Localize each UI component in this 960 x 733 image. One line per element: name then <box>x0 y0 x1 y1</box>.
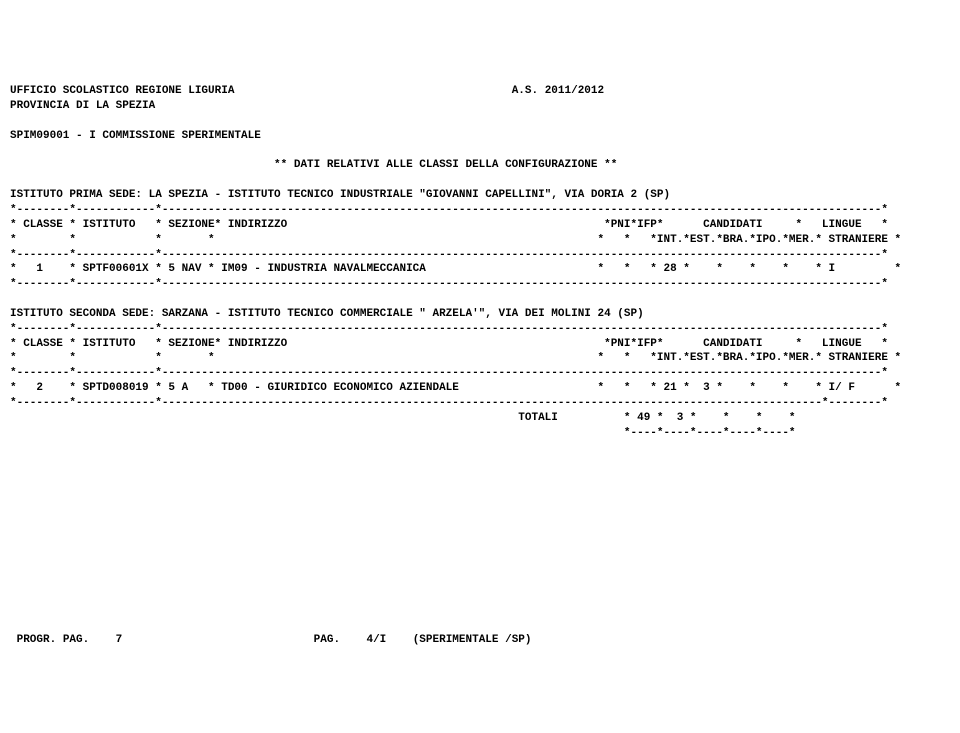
table-header-2: * * * * * * *INT.*EST.*BRA.*IPO.*MER.* S… <box>10 352 901 364</box>
sede1-label: ISTITUTO PRIMA SEDE: LA SPEZIA - ISTITUT… <box>10 189 670 201</box>
separator: *--------*------------*-----------------… <box>10 323 888 335</box>
header-province: PROVINCIA DI LA SPEZIA <box>10 100 155 112</box>
separator: *--------*------------*-----------------… <box>10 249 888 261</box>
table-header-1: * CLASSE * ISTITUTO * SEZIONE* INDIRIZZO… <box>10 219 888 231</box>
separator: *--------*------------*-----------------… <box>10 367 888 379</box>
table-row: * 2 * SPTD008019 * 5 A * TD00 - GIURIDIC… <box>10 382 901 394</box>
config-title: ** DATI RELATIVI ALLE CLASSI DELLA CONFI… <box>274 159 617 171</box>
header-office: UFFICIO SCOLASTICO REGIONE LIGURIA <box>10 85 234 97</box>
totals-line: TOTALI * 49 * 3 * * * * <box>10 412 796 424</box>
table-header-2: * * * * * * *INT.*EST.*BRA.*IPO.*MER.* S… <box>10 234 901 246</box>
footer-right: PAG. 4/I (SPERIMENTALE /SP) <box>314 634 532 646</box>
totals-sep: *----*----*----*----*----* <box>10 427 796 439</box>
separator: *--------*------------*-----------------… <box>10 278 888 290</box>
table-header-1: * CLASSE * ISTITUTO * SEZIONE* INDIRIZZO… <box>10 338 888 350</box>
footer-left: PROGR. PAG. 7 <box>17 634 123 646</box>
header-commission: SPIM09001 - I COMMISSIONE SPERIMENTALE <box>10 130 261 142</box>
table-row: * 1 * SPTF00601X * 5 NAV * IM09 - INDUST… <box>10 263 901 275</box>
header-year: A.S. 2011/2012 <box>512 85 604 97</box>
sede2-label: ISTITUTO SECONDA SEDE: SARZANA - ISTITUT… <box>10 308 644 320</box>
separator: *--------*------------*-----------------… <box>10 397 888 409</box>
separator: *--------*------------*-----------------… <box>10 204 888 216</box>
document-page: UFFICIO SCOLASTICO REGIONE LIGURIA A.S. … <box>10 69 950 648</box>
